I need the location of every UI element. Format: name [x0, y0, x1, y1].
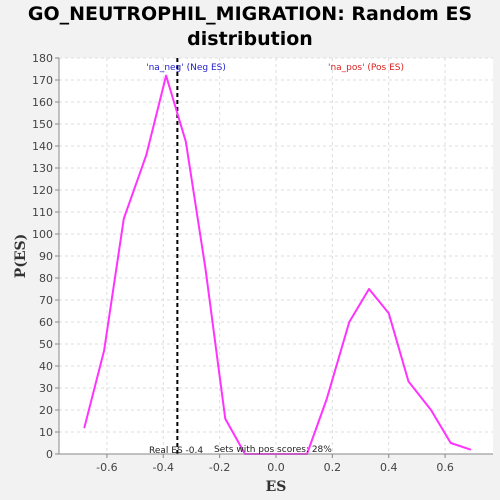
data-point	[407, 380, 410, 383]
data-point	[165, 74, 167, 77]
y-tick-label: 120	[32, 184, 53, 197]
x-tick-label: 0.0	[267, 461, 285, 474]
x-ticks: -0.6 -0.4 -0.2 0.0 0.2 0.4 0.6	[96, 454, 454, 474]
y-axis-label: P(ES)	[13, 234, 29, 279]
x-axis-label: ES	[266, 479, 287, 495]
data-point	[103, 349, 105, 352]
y-tick-label: 0	[46, 448, 53, 461]
x-tick-label: 0.2	[324, 461, 342, 474]
data-point	[145, 154, 148, 156]
grid	[59, 57, 493, 455]
x-tick-label: -0.4	[153, 461, 174, 474]
y-tick-label: 80	[39, 272, 53, 285]
legend-neg-label: 'na_neg' (Neg ES)	[146, 63, 226, 73]
y-tick-label: 110	[32, 206, 53, 219]
y-tick-label: 100	[32, 228, 53, 241]
data-point	[469, 448, 472, 451]
data-point	[348, 321, 351, 323]
data-point	[387, 312, 390, 315]
y-tick-label: 160	[32, 96, 53, 109]
real-es-label: Real ES -0.4	[149, 446, 203, 456]
chart-title-line-1: GO_NEUTROPHIL_MIGRATION: Random ES	[27, 3, 473, 25]
y-tick-label: 180	[32, 52, 53, 65]
data-point	[368, 288, 370, 290]
y-tick-label: 90	[39, 250, 53, 263]
data-point	[204, 268, 207, 271]
y-tick-label: 40	[39, 360, 53, 373]
chart-title: GO_NEUTROPHIL_MIGRATION: Random ES distri…	[0, 2, 500, 52]
x-tick-label: 0.4	[380, 461, 398, 474]
y-tick-label: 140	[32, 140, 53, 153]
data-point	[430, 409, 432, 411]
data-point	[224, 418, 227, 420]
data-point	[185, 140, 187, 143]
y-ticks: 0 10 20 30 40 50 60 70 80 90 100 110 120 130 140 150 160…	[32, 52, 59, 461]
y-tick-label: 170	[32, 74, 53, 87]
y-tick-label: 70	[39, 294, 53, 307]
y-tick-label: 30	[39, 382, 53, 395]
y-tick-label: 10	[39, 426, 53, 439]
data-point	[123, 217, 125, 220]
data-point	[325, 398, 328, 400]
y-tick-label: 50	[39, 338, 53, 351]
data-point	[449, 442, 452, 444]
x-tick-label: -0.2	[209, 461, 230, 474]
data-point	[83, 426, 86, 429]
y-tick-label: 130	[32, 162, 53, 175]
y-tick-label: 20	[39, 404, 53, 417]
x-tick-label: 0.6	[436, 461, 454, 474]
pos-scores-label: Sets with pos scores: 28%	[214, 445, 332, 455]
y-tick-label: 60	[39, 316, 53, 329]
legend-pos-label: 'na_pos' (Pos ES)	[328, 63, 404, 73]
x-tick-label: -0.6	[96, 461, 117, 474]
y-tick-label: 150	[32, 118, 53, 131]
chart-title-line-2: distribution	[187, 28, 313, 50]
